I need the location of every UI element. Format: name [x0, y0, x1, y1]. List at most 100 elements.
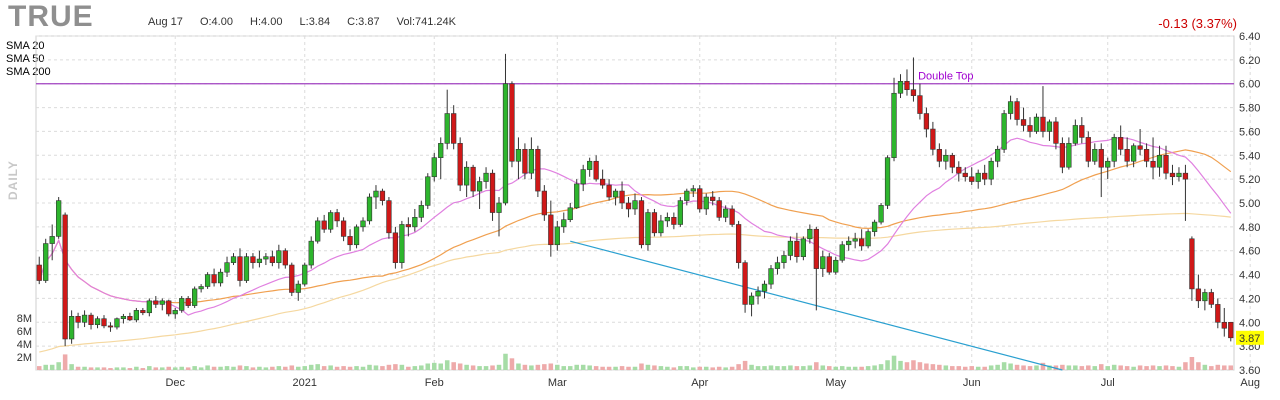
candle-body	[839, 244, 845, 261]
volume-bar	[904, 362, 910, 370]
candle-body	[962, 172, 968, 178]
volume-bar	[956, 366, 962, 370]
candle-body	[528, 149, 535, 174]
volume-bar	[794, 366, 800, 370]
candle-body	[431, 157, 437, 178]
candle-body	[418, 205, 424, 218]
volume-bar	[49, 364, 55, 370]
last-price-label: 3.87	[1239, 333, 1260, 345]
candle-body	[871, 221, 878, 232]
volume-bar	[360, 366, 366, 370]
volume-tick-label: 4M	[17, 339, 32, 351]
volume-bar	[315, 364, 320, 370]
volume-bar	[567, 366, 573, 370]
candle-body	[574, 183, 580, 209]
volume-bar	[801, 366, 806, 370]
candle-body	[671, 217, 677, 225]
candle-body	[1066, 143, 1072, 168]
candle-body	[43, 243, 49, 281]
volume-bar	[185, 367, 191, 370]
volume-bar	[982, 366, 987, 370]
volume-bar	[969, 366, 975, 370]
volume-bar	[1144, 366, 1149, 370]
volume-bar	[205, 365, 210, 370]
volume-bar	[846, 366, 851, 370]
candle-body	[1059, 143, 1066, 168]
candle-body	[541, 190, 547, 216]
volume-bar	[542, 364, 547, 370]
candle-body	[1111, 137, 1117, 162]
volume-bar	[652, 365, 657, 370]
candle-body	[535, 149, 541, 192]
volume-bar	[852, 366, 858, 370]
volume-bar	[1066, 365, 1072, 370]
volume-bar	[574, 364, 579, 370]
candle-body	[1221, 321, 1227, 329]
volume-bar	[917, 362, 923, 370]
candle-body	[172, 310, 178, 315]
candle-body	[360, 220, 366, 228]
volume-bar	[814, 362, 819, 370]
candle-body	[1098, 149, 1104, 168]
volume-bar	[341, 366, 346, 370]
volume-bar	[665, 366, 670, 370]
volume-bar	[580, 364, 586, 370]
candle-body	[988, 160, 994, 180]
candle-body	[645, 212, 651, 246]
date-tick-label: Mar	[548, 377, 567, 389]
volume-bar	[69, 364, 74, 370]
candle-body	[969, 176, 975, 182]
candle-body	[1007, 101, 1014, 114]
candle-body	[328, 212, 334, 230]
candle-body	[742, 262, 748, 305]
volume-bar	[613, 366, 618, 370]
candle-body	[1046, 121, 1053, 132]
volume-bar	[419, 365, 424, 370]
date-tick-label: Jun	[963, 377, 981, 389]
volume-bars	[36, 353, 1234, 370]
volume-bar	[380, 366, 385, 370]
volume-bar	[166, 366, 172, 370]
volume-bar	[425, 363, 431, 370]
candle-body	[884, 157, 891, 206]
candle-body	[192, 288, 198, 306]
candle-body	[1033, 116, 1040, 132]
volume-bar	[295, 366, 301, 370]
volume-bar	[891, 355, 897, 370]
volume-tick-label: 8M	[17, 313, 32, 325]
volume-bar	[263, 367, 269, 370]
price-tick-label: 4.60	[1239, 246, 1260, 258]
volume-bar	[703, 366, 709, 370]
volume-bar	[626, 366, 631, 370]
volume-bar	[406, 366, 411, 370]
candle-body	[302, 264, 308, 285]
volume-bar	[1176, 366, 1182, 370]
volume-bar	[347, 366, 353, 370]
volume-bar	[839, 366, 845, 370]
candle-body	[470, 166, 476, 192]
candle-body	[36, 264, 42, 281]
candle-body	[1072, 125, 1078, 144]
volume-bar	[308, 364, 314, 370]
candle-body	[813, 228, 819, 269]
volume-bar	[283, 366, 288, 370]
candle-body	[567, 207, 573, 220]
volume-bar	[878, 364, 884, 370]
candle-body	[217, 271, 224, 284]
price-tick-label: 6.00	[1239, 79, 1260, 91]
volume-bar	[62, 354, 68, 370]
price-tick-label: 3.60	[1239, 365, 1260, 377]
candle-body	[826, 256, 832, 273]
candle-body	[75, 316, 81, 323]
volume-bar	[1150, 365, 1156, 370]
candle-body	[146, 300, 152, 314]
volume-bar	[781, 366, 787, 370]
volume-bar	[1202, 364, 1208, 370]
price-tick-label: 4.80	[1239, 222, 1260, 234]
volume-bar	[1086, 365, 1091, 370]
candle-body	[612, 190, 619, 198]
candle-body	[820, 256, 826, 269]
candle-body	[379, 190, 386, 201]
volume-bar	[697, 366, 703, 370]
